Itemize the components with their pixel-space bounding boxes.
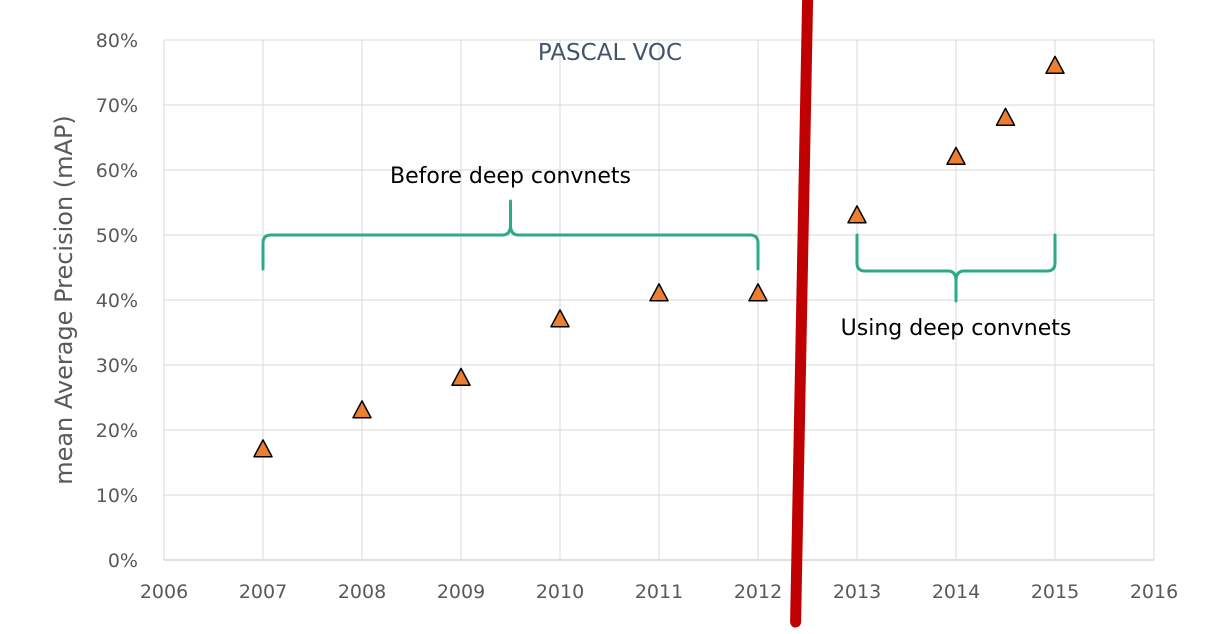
data-point bbox=[946, 146, 966, 165]
x-tick-labels: 2006 2007 2008 2009 2010 2011 2012 2013 2014 2015… bbox=[140, 581, 1178, 603]
data-point bbox=[1045, 55, 1065, 74]
annotation-using-deep-convnets: Using deep convnets bbox=[841, 316, 1072, 341]
x-tick-label: 2007 bbox=[239, 581, 287, 603]
x-tick-label: 2006 bbox=[140, 581, 188, 603]
data-point bbox=[847, 205, 867, 224]
x-tick-label: 2013 bbox=[833, 581, 881, 603]
y-tick-label: 40% bbox=[96, 290, 138, 312]
y-tick-label: 60% bbox=[96, 160, 138, 182]
chart-title: PASCAL VOC bbox=[538, 40, 682, 66]
y-tick-labels: 0% 10% 20% 30% 40% 50% 60% 70% 80% bbox=[96, 30, 138, 572]
y-tick-label: 80% bbox=[96, 30, 138, 52]
y-tick-label: 20% bbox=[96, 420, 138, 442]
data-points bbox=[253, 55, 1065, 458]
y-tick-label: 0% bbox=[108, 550, 138, 572]
divider-line bbox=[790, 0, 814, 628]
bracket-before-deep-convnets bbox=[261, 199, 760, 271]
data-point bbox=[352, 400, 372, 419]
bracket-using-deep-convnets bbox=[855, 233, 1057, 303]
y-tick-label: 10% bbox=[96, 485, 138, 507]
x-tick-label: 2012 bbox=[734, 581, 782, 603]
data-point bbox=[550, 309, 570, 328]
x-tick-label: 2010 bbox=[536, 581, 584, 603]
annotation-before-deep-convnets: Before deep convnets bbox=[390, 164, 631, 189]
y-tick-label: 50% bbox=[96, 225, 138, 247]
x-tick-label: 2014 bbox=[932, 581, 980, 603]
y-tick-label: 30% bbox=[96, 355, 138, 377]
y-tick-label: 70% bbox=[96, 95, 138, 117]
annotation-brackets bbox=[261, 199, 1057, 303]
data-point bbox=[253, 439, 273, 458]
x-tick-label: 2016 bbox=[1130, 581, 1178, 603]
x-tick-label: 2008 bbox=[338, 581, 386, 603]
x-tick-label: 2009 bbox=[437, 581, 485, 603]
data-point bbox=[995, 107, 1016, 126]
x-tick-label: 2015 bbox=[1031, 581, 1079, 603]
y-axis-label: mean Average Precision (mAP) bbox=[50, 115, 78, 485]
divider-line-segment bbox=[790, 0, 814, 628]
x-tick-label: 2011 bbox=[635, 581, 683, 603]
data-point bbox=[451, 367, 471, 386]
data-point bbox=[649, 283, 669, 302]
data-point bbox=[748, 283, 768, 302]
